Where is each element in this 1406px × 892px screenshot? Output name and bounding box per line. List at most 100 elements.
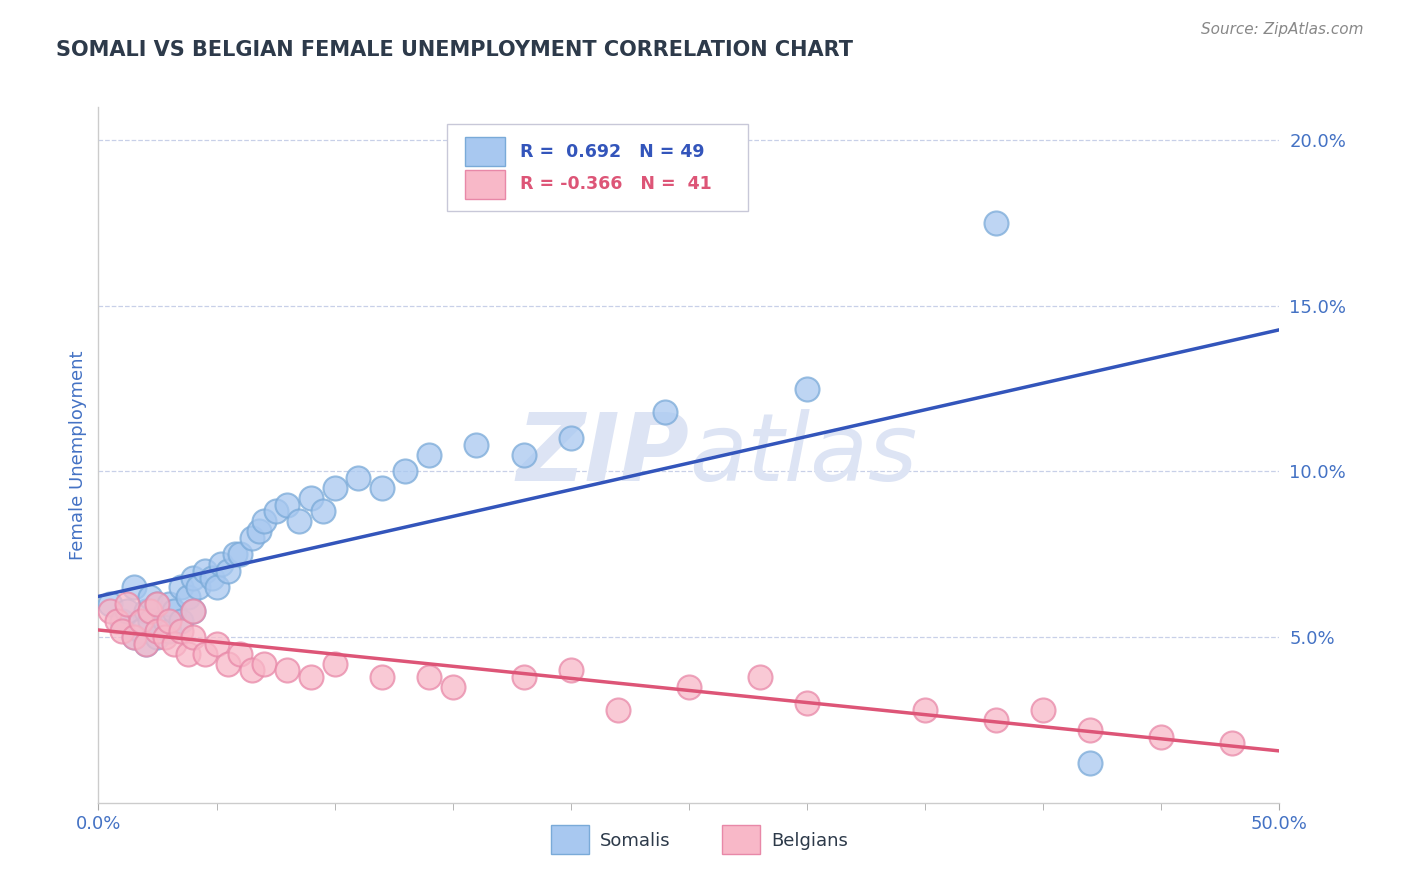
Point <box>347 471 370 485</box>
Point <box>796 697 818 711</box>
FancyBboxPatch shape <box>551 825 589 855</box>
Point <box>247 524 270 538</box>
Point <box>654 405 676 419</box>
Point <box>253 657 276 671</box>
Point <box>139 604 162 618</box>
FancyBboxPatch shape <box>447 124 748 211</box>
FancyBboxPatch shape <box>464 137 505 166</box>
Point <box>394 465 416 479</box>
Point <box>748 670 770 684</box>
Point <box>115 604 138 618</box>
Point <box>560 431 582 445</box>
Point <box>115 597 138 611</box>
Point <box>276 663 298 677</box>
Point <box>229 547 252 561</box>
Point <box>312 504 335 518</box>
Point <box>146 597 169 611</box>
Point <box>229 647 252 661</box>
Text: Source: ZipAtlas.com: Source: ZipAtlas.com <box>1201 22 1364 37</box>
Point <box>177 591 200 605</box>
Point <box>512 670 534 684</box>
Point <box>181 630 204 644</box>
Text: atlas: atlas <box>689 409 917 500</box>
Point <box>146 630 169 644</box>
Point <box>264 504 287 518</box>
Point <box>139 614 162 628</box>
Point <box>98 597 121 611</box>
Point <box>139 591 162 605</box>
Point <box>299 670 322 684</box>
Point <box>418 670 440 684</box>
Point <box>240 663 263 677</box>
Point <box>111 624 134 638</box>
Point <box>323 481 346 495</box>
Point <box>678 680 700 694</box>
Point <box>129 624 152 638</box>
Point <box>111 614 134 628</box>
Point <box>299 491 322 505</box>
Point <box>122 630 145 644</box>
Point <box>157 597 180 611</box>
Point <box>135 637 157 651</box>
Point <box>217 564 239 578</box>
Text: SOMALI VS BELGIAN FEMALE UNEMPLOYMENT CORRELATION CHART: SOMALI VS BELGIAN FEMALE UNEMPLOYMENT CO… <box>56 40 853 60</box>
Point <box>146 597 169 611</box>
Point <box>194 564 217 578</box>
Point <box>205 637 228 651</box>
Point <box>217 657 239 671</box>
Point <box>607 703 630 717</box>
Point <box>201 570 224 584</box>
Point <box>122 630 145 644</box>
Point <box>1032 703 1054 717</box>
Point <box>371 481 394 495</box>
Point <box>163 637 186 651</box>
Point <box>205 581 228 595</box>
FancyBboxPatch shape <box>464 169 505 199</box>
Point <box>1080 723 1102 737</box>
Point <box>181 570 204 584</box>
Point <box>512 448 534 462</box>
Point <box>122 581 145 595</box>
Point <box>441 680 464 694</box>
Point <box>153 614 176 628</box>
Point <box>170 581 193 595</box>
Point <box>465 438 488 452</box>
Point <box>105 614 128 628</box>
Point <box>181 604 204 618</box>
FancyBboxPatch shape <box>723 825 759 855</box>
Point <box>984 713 1007 727</box>
Point <box>98 604 121 618</box>
Text: ZIP: ZIP <box>516 409 689 501</box>
Point <box>288 514 311 528</box>
Point <box>153 630 176 644</box>
Text: R = -0.366   N =  41: R = -0.366 N = 41 <box>520 175 711 194</box>
Point <box>1150 730 1173 744</box>
Point <box>163 604 186 618</box>
Point <box>170 614 193 628</box>
Point <box>1080 756 1102 770</box>
Point <box>276 498 298 512</box>
Point <box>371 670 394 684</box>
Text: R =  0.692   N = 49: R = 0.692 N = 49 <box>520 143 704 161</box>
Point <box>129 614 152 628</box>
Point <box>984 216 1007 230</box>
Point <box>177 647 200 661</box>
Point <box>323 657 346 671</box>
Point <box>1220 736 1243 750</box>
Point <box>253 514 276 528</box>
Y-axis label: Female Unemployment: Female Unemployment <box>69 351 87 559</box>
Point <box>170 624 193 638</box>
Point <box>796 382 818 396</box>
Point <box>560 663 582 677</box>
Point <box>224 547 246 561</box>
Point <box>157 624 180 638</box>
Point <box>194 647 217 661</box>
Point <box>157 614 180 628</box>
Point <box>135 604 157 618</box>
Point <box>181 604 204 618</box>
Point <box>418 448 440 462</box>
Text: Somalis: Somalis <box>600 832 671 850</box>
Point <box>146 624 169 638</box>
Point <box>209 558 232 572</box>
Point <box>240 531 263 545</box>
